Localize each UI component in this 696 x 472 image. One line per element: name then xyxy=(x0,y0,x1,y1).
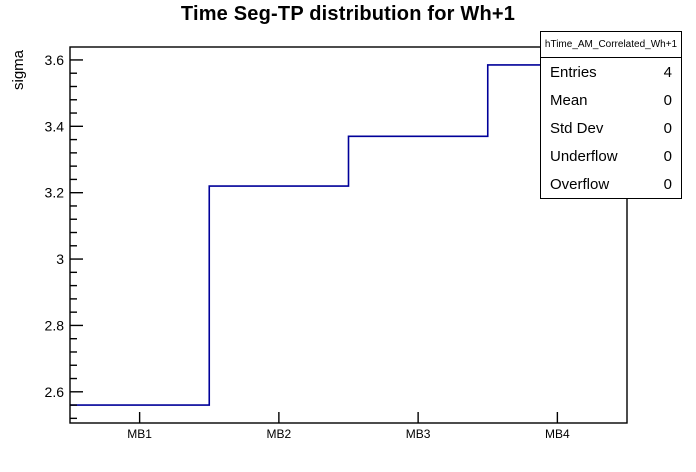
stats-row-underflow: Underflow 0 xyxy=(541,142,681,170)
y-tick-label: 3.6 xyxy=(45,52,65,68)
stats-value: 0 xyxy=(663,147,672,165)
stats-box: hTime_AM_Correlated_Wh+1 Entries 4 Mean … xyxy=(540,31,682,199)
histogram-step-line xyxy=(70,64,627,406)
y-tick-label: 3 xyxy=(56,251,64,267)
stats-row-stddev: Std Dev 0 xyxy=(541,114,681,142)
stats-label: Mean xyxy=(550,91,588,109)
y-tick-label: 2.6 xyxy=(45,384,65,400)
stats-box-title: hTime_AM_Correlated_Wh+1 xyxy=(541,32,681,58)
y-tick-label: 3.4 xyxy=(45,118,65,134)
y-axis-title: sigma xyxy=(10,49,27,90)
stats-value: 0 xyxy=(663,175,672,193)
plot-frame xyxy=(69,46,628,424)
y-tick-label: 2.8 xyxy=(45,317,65,333)
chart-title: Time Seg-TP distribution for Wh+1 xyxy=(180,3,516,25)
stats-label: Entries xyxy=(550,63,597,81)
stats-row-entries: Entries 4 xyxy=(541,58,681,86)
x-tick-label: MB4 xyxy=(545,427,570,441)
stats-value: 0 xyxy=(663,91,672,109)
stats-row-mean: Mean 0 xyxy=(541,86,681,114)
stats-row-overflow: Overflow 0 xyxy=(541,170,681,198)
stats-label: Std Dev xyxy=(550,119,604,137)
x-tick-label: MB2 xyxy=(267,427,292,441)
stats-value: 0 xyxy=(663,119,672,137)
x-tick-label: MB1 xyxy=(127,427,152,441)
y-tick-label: 3.2 xyxy=(45,185,65,201)
stats-label: Overflow xyxy=(550,175,610,193)
stats-label: Underflow xyxy=(550,147,618,165)
x-tick-label: MB3 xyxy=(406,427,431,441)
stats-value: 4 xyxy=(663,63,672,81)
